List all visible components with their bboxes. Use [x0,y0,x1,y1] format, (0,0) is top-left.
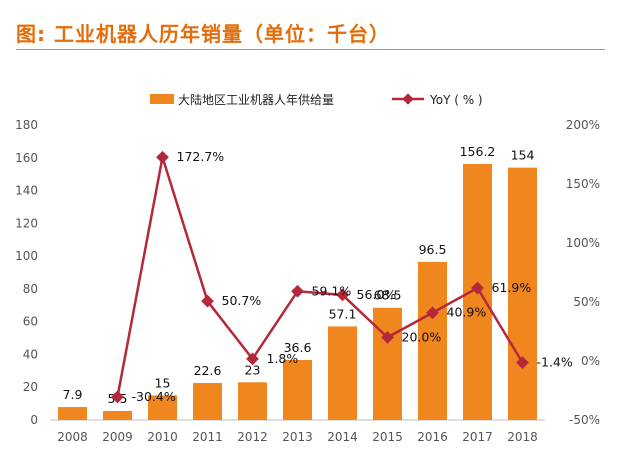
bar-value-label: 7.9 [63,387,83,402]
y-right-tick-label: 0% [581,354,600,368]
legend-bar-label: 大陆地区工业机器人年供给量 [178,92,334,107]
x-tick-label: 2017 [462,430,493,444]
yoy-marker-2014 [336,288,349,302]
x-tick-label: 2016 [417,430,448,444]
x-tick-label: 2010 [147,430,178,444]
y-left-tick-label: 160 [15,151,38,165]
yoy-value-label: 20.0% [402,329,442,344]
bar-2010 [148,395,177,420]
y-right-tick-label: 100% [566,236,600,250]
bar-2009 [103,410,132,420]
bar-value-label: 57.1 [329,306,357,321]
legend-bar-swatch [150,94,174,104]
x-tick-label: 2018 [507,430,538,444]
y-right-tick-label: -50% [569,413,600,427]
bar-value-label: 154 [511,148,535,163]
yoy-value-label: 172.7% [177,149,225,164]
yoy-marker-2016 [426,306,439,320]
x-tick-label: 2012 [237,430,268,444]
yoy-value-label: 1.8% [267,351,299,366]
x-tick-label: 2009 [102,430,133,444]
y-left-tick-label: 40 [23,347,38,361]
x-tick-label: 2014 [327,430,358,444]
x-tick-label: 2011 [192,430,223,444]
legend-line-label: YoY ( % ) [429,93,483,107]
yoy-marker-2015 [381,331,394,344]
y-left-tick-label: 80 [23,282,38,296]
y-right-tick-label: 50% [573,295,600,309]
bar-2008 [58,407,87,420]
x-tick-label: 2008 [57,430,88,444]
y-right-tick-label: 200% [566,118,600,132]
y-left-tick-label: 140 [15,184,38,198]
yoy-marker-2017 [471,281,484,295]
yoy-value-label: 56.0% [357,287,397,302]
bar-2014 [328,326,357,420]
yoy-value-label: 40.9% [447,305,487,320]
yoy-marker-2012 [246,352,259,366]
y-left-tick-label: 20 [23,380,38,394]
yoy-marker-2011 [201,294,214,308]
yoy-value-label: 61.9% [492,280,532,295]
yoy-value-label: -1.4% [537,355,573,370]
yoy-value-label: 59.1% [312,283,352,298]
bar-2018 [508,167,537,420]
y-left-tick-label: 60 [23,315,38,329]
bar-value-label: 23 [245,362,261,377]
bar-2015 [373,307,402,420]
y-left-tick-label: 120 [15,216,38,230]
yoy-value-label: 50.7% [222,293,262,308]
y-left-tick-label: 100 [15,249,38,263]
bar-2012 [238,382,267,420]
bar-value-label: 15 [155,375,171,390]
x-tick-label: 2015 [372,430,403,444]
bar-2011 [193,382,222,420]
yoy-marker-2010 [156,150,169,164]
bar-value-label: 22.6 [194,363,222,378]
bar-value-label: 96.5 [419,242,447,257]
page-title: 图: 工业机器人历年销量（单位：千台） [16,22,390,46]
bar-2016 [418,261,447,420]
bar-2013 [283,360,312,420]
legend-line-marker [402,93,414,105]
title-divider [16,49,605,50]
bar-value-label: 36.6 [284,340,312,355]
y-right-tick-label: 150% [566,177,600,191]
y-left-tick-label: 0 [30,413,38,427]
x-tick-label: 2013 [282,430,313,444]
yoy-line [116,155,524,398]
yoy-value-label: -30.4% [132,389,176,404]
yoy-marker-2009 [111,390,124,404]
bar-value-label: 156.2 [460,144,496,159]
bar-value-label: 68.5 [374,288,402,303]
yoy-marker-2013 [291,284,304,298]
y-left-tick-label: 180 [15,118,38,132]
